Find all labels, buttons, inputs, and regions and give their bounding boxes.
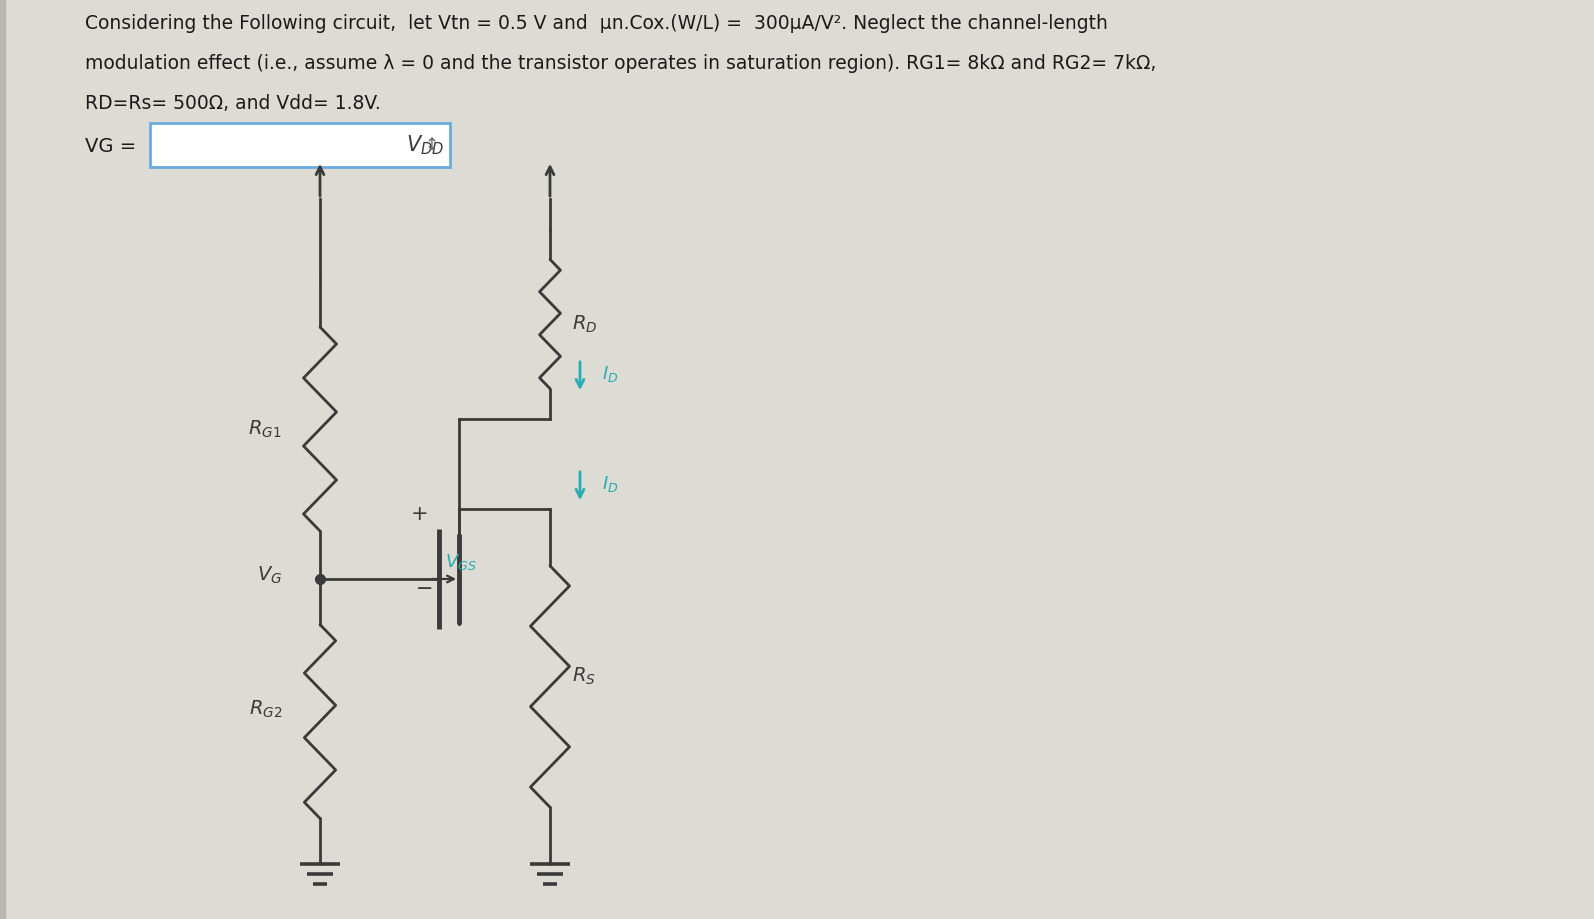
Text: $V_{GS}$: $V_{GS}$ — [445, 552, 477, 572]
Bar — [0, 0, 5, 919]
Text: −: − — [416, 579, 434, 599]
Text: $R_{G1}$: $R_{G1}$ — [249, 418, 282, 439]
Text: $I_D$: $I_D$ — [603, 364, 618, 384]
Text: modulation effect (i.e., assume λ = 0 and the transistor operates in saturation : modulation effect (i.e., assume λ = 0 an… — [84, 54, 1156, 73]
Text: $V_{DD}$: $V_{DD}$ — [406, 133, 445, 157]
Text: ↕: ↕ — [426, 136, 438, 154]
FancyBboxPatch shape — [150, 123, 450, 167]
Text: VG =: VG = — [84, 138, 135, 156]
Text: $V_G$: $V_G$ — [257, 564, 282, 585]
Text: +: + — [411, 504, 429, 524]
Text: $R_{G2}$: $R_{G2}$ — [249, 698, 282, 720]
Text: RD=Rs= 500Ω, and Vdd= 1.8V.: RD=Rs= 500Ω, and Vdd= 1.8V. — [84, 94, 381, 113]
Text: $R_D$: $R_D$ — [572, 313, 598, 335]
Text: $I_D$: $I_D$ — [603, 474, 618, 494]
Text: $R_S$: $R_S$ — [572, 666, 596, 687]
Text: Considering the Following circuit,  let Vtn = 0.5 V and  μn.Cox.(W/L) =  300μA/V: Considering the Following circuit, let V… — [84, 14, 1108, 33]
